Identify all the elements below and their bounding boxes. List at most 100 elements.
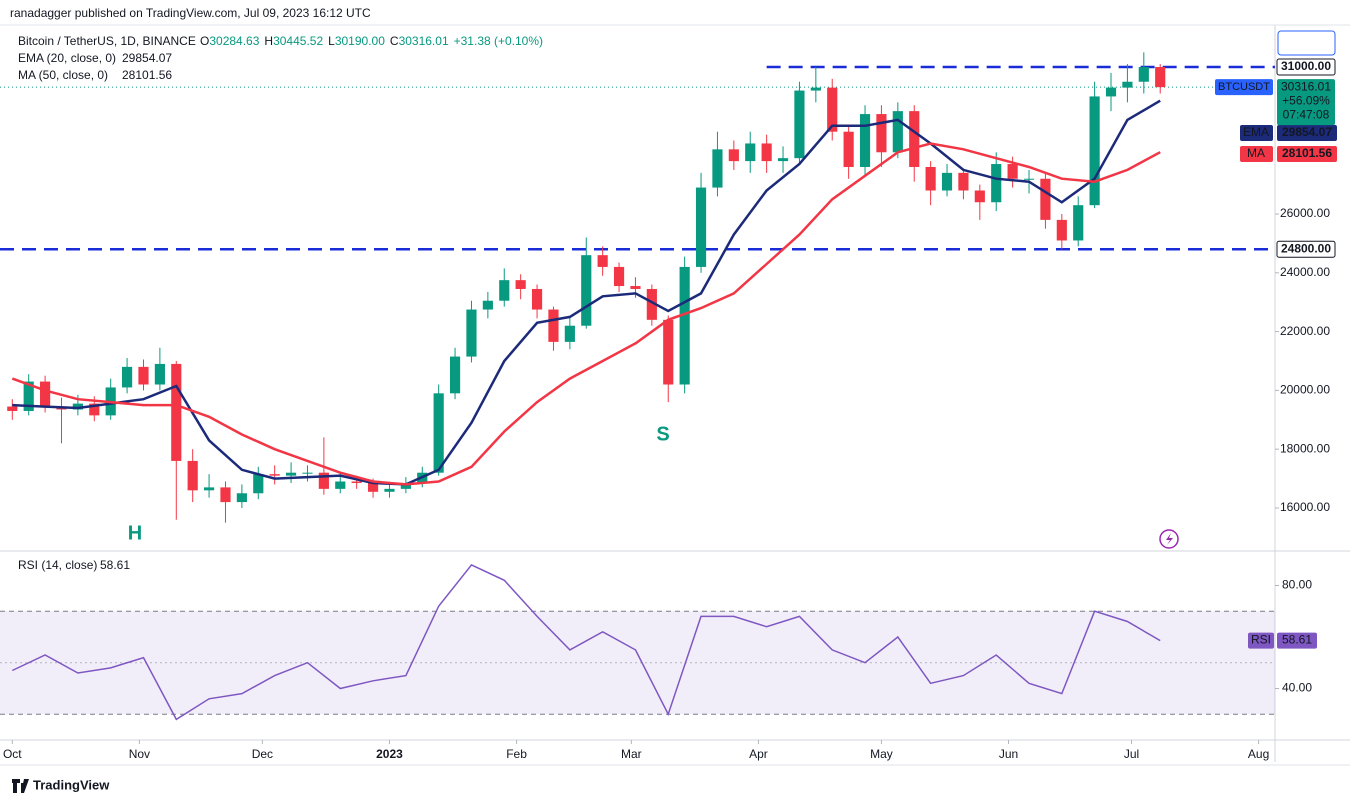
rsi-value: 58.61 — [100, 558, 130, 572]
x-tick-label: Mar — [621, 747, 642, 761]
ohlc-value: 30445.52 — [273, 34, 323, 48]
overlay-name: EMA — [1243, 125, 1269, 139]
y-tick-label: 26000.00 — [1280, 206, 1330, 220]
rsi-name: RSI — [1251, 633, 1271, 647]
candle-body — [122, 366, 133, 388]
overlay-name: MA — [1247, 146, 1265, 160]
candle-body — [564, 325, 575, 342]
x-tick-label: Oct — [3, 747, 22, 761]
candle-body — [745, 143, 756, 162]
ohlc-key: C — [390, 34, 399, 48]
ohlc-value: 30316.01 — [399, 34, 449, 48]
event-icon-bolt — [1166, 533, 1173, 545]
publisher: ranadagger published on TradingView.com,… — [10, 6, 371, 20]
overlay-badge-value: 28101.56 — [1282, 146, 1332, 160]
overlay-badge-value: 29854.07 — [1282, 125, 1332, 139]
ohlc-value: 30284.63 — [209, 34, 259, 48]
candle-body — [663, 319, 674, 385]
rsi-band-fill — [0, 611, 1275, 715]
annotation: S — [656, 423, 669, 445]
rsi-title: RSI (14, close) — [18, 558, 97, 572]
rsi-name-badge — [1248, 632, 1274, 649]
candle-body — [171, 363, 182, 461]
candle-body — [1138, 67, 1149, 82]
candle-body — [154, 363, 165, 385]
candle-body — [695, 187, 707, 267]
candle-body — [23, 381, 34, 411]
candle-body — [449, 356, 461, 394]
ohlc-key: H — [264, 34, 273, 48]
x-tick-label: Nov — [129, 747, 150, 761]
candle-body — [384, 488, 395, 492]
price-countdown: 07:47:08 — [1283, 107, 1330, 121]
rsi-badge-value: 58.61 — [1282, 633, 1312, 647]
candle-body — [400, 482, 411, 489]
candle-body — [761, 143, 772, 162]
rsi-tick-label: 40.00 — [1282, 681, 1312, 695]
x-tick-label: Jun — [999, 747, 1018, 761]
candle-body — [335, 481, 346, 489]
candle-body — [843, 131, 854, 167]
symbol-badge — [1215, 79, 1273, 96]
candle-body — [827, 87, 838, 132]
candle-body — [1089, 96, 1100, 206]
candle-body — [236, 493, 247, 503]
y-tick-label: 20000.00 — [1280, 383, 1330, 397]
candle-body — [285, 472, 297, 476]
candle-body — [892, 111, 903, 153]
ohlc-key: O — [200, 34, 209, 48]
price-label: 30316.01 — [1281, 79, 1331, 93]
candle-body — [138, 366, 149, 385]
candle-body — [72, 403, 83, 410]
rsi-line — [11, 563, 1161, 721]
ohlc-change: +31.38 (+0.10%) — [454, 34, 543, 48]
overlay-name-badge — [1240, 146, 1273, 162]
y-tick-label: 16000.00 — [1280, 500, 1330, 514]
candle-body — [581, 255, 592, 326]
candle-body — [253, 474, 264, 494]
scale-button[interactable] — [1277, 30, 1336, 56]
candle-body — [367, 482, 379, 492]
level-badge — [1276, 240, 1336, 258]
candle-body — [646, 288, 657, 320]
candle-body — [40, 381, 51, 407]
candle-body — [925, 166, 936, 191]
candle-body — [991, 164, 1002, 203]
candle-body — [876, 114, 887, 153]
overlay-title: MA (50, close, 0) — [18, 68, 108, 82]
x-tick-label: May — [870, 747, 893, 761]
candle-body — [597, 255, 608, 267]
ohlc: O30284.63 H30445.52 L30190.00 C30316.01 +31.… — [200, 34, 543, 48]
level-badge — [1276, 58, 1336, 76]
candle-body — [1007, 164, 1018, 179]
candle-body — [728, 149, 739, 162]
candle-body — [613, 266, 625, 287]
candle-body — [1073, 205, 1084, 241]
candle-body — [777, 158, 789, 162]
candle-body — [515, 280, 526, 289]
candle-body — [548, 309, 559, 342]
candle-body — [1056, 219, 1067, 241]
candle-body — [1023, 178, 1035, 180]
candle-body — [630, 286, 641, 289]
candle-body — [909, 111, 920, 167]
x-tick-label: Feb — [506, 747, 527, 761]
candle-body — [1105, 87, 1117, 97]
x-tick-label: 2023 — [376, 747, 403, 761]
candle-body — [482, 300, 493, 310]
overlay-line — [12, 99, 1161, 486]
candle-body — [859, 114, 871, 167]
price-badge — [1277, 79, 1335, 126]
event-icon[interactable] — [1159, 529, 1179, 549]
ohlc-key: L — [328, 34, 335, 48]
symbol-label: BTCUSDT — [1218, 81, 1270, 93]
candle-body — [1040, 178, 1051, 220]
candle-body — [794, 90, 805, 159]
candle-body — [531, 288, 543, 310]
overlay-value: 29854.07 — [122, 51, 172, 65]
candle-body — [318, 472, 329, 489]
level-label: 24800.00 — [1281, 241, 1331, 255]
candle-body — [712, 149, 723, 188]
